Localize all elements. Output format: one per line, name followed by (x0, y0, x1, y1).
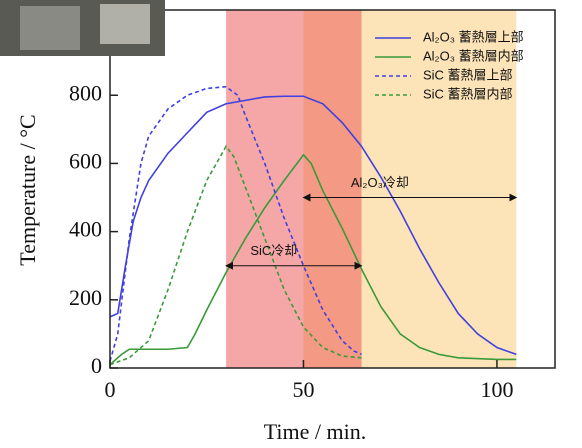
x-tick-label: 50 (292, 377, 314, 402)
annotation-label: SiC冷却 (250, 243, 297, 258)
y-tick-label: 400 (69, 217, 102, 242)
y-tick-label: 800 (69, 80, 102, 105)
legend-label: Al₂O₃ 蓄熱層上部 (423, 29, 524, 44)
photo-detail (20, 6, 80, 50)
legend-label: Al₂O₃ 蓄熱層内部 (423, 48, 524, 63)
legend-label: SiC 蓄熱層上部 (423, 67, 513, 82)
legend-label: SiC 蓄熱層内部 (423, 86, 513, 101)
annotation-label: Al₂O₃冷却 (351, 175, 409, 190)
chart: Time / min. Temperature / °C 0 50 100 0 200 4… (0, 0, 582, 448)
y-tick-label: 600 (69, 148, 102, 173)
x-tick-label: 0 (105, 377, 116, 402)
x-tick-label: 100 (480, 377, 513, 402)
photo-detail (100, 4, 150, 44)
y-tick-label: 0 (91, 353, 102, 378)
y-axis-label: Temperature / °C (15, 114, 40, 265)
y-tick-label: 200 (69, 285, 102, 310)
x-axis-label: Time / min. (264, 419, 367, 444)
